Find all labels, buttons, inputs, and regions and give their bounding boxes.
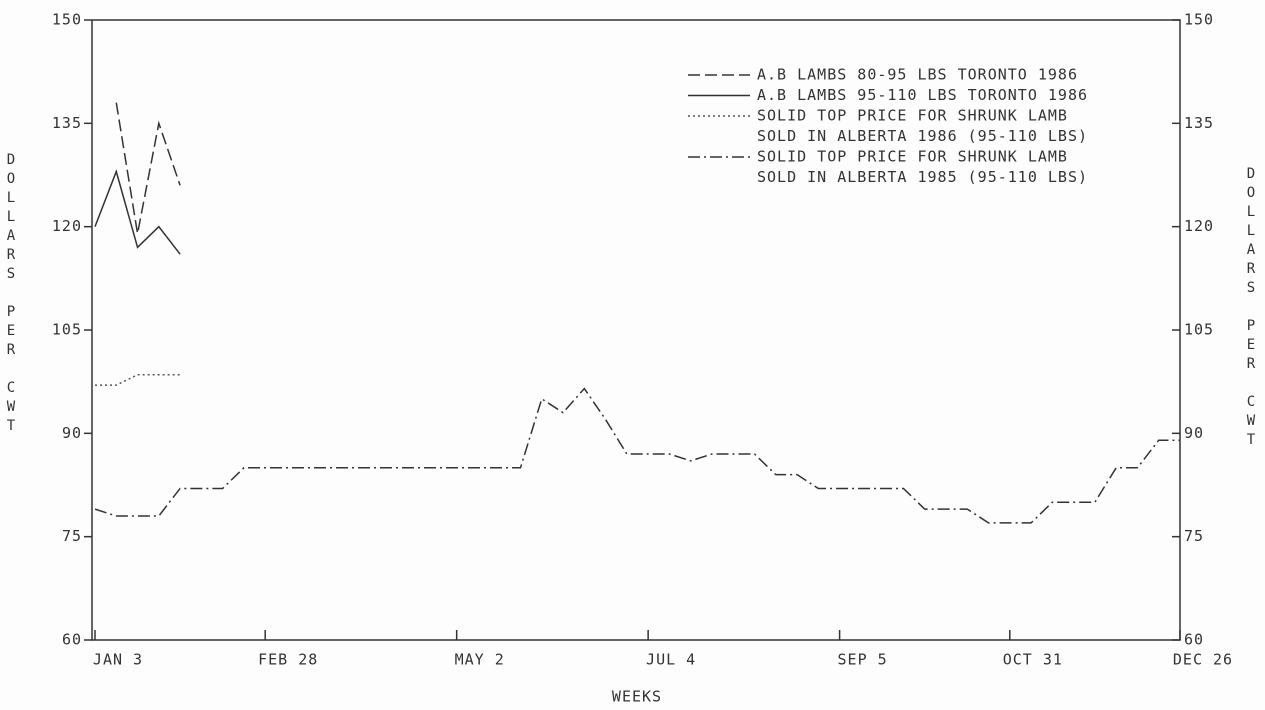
y-tick-label: 120 — [52, 217, 82, 235]
y2-tick-label: 150 — [1184, 11, 1214, 29]
series-line — [95, 374, 181, 386]
y2-axis-label: DOLLARS PER CWT — [1243, 166, 1259, 451]
series-line — [94, 387, 1180, 524]
y-tick-label: 150 — [52, 11, 82, 29]
y2-tick-label: 120 — [1184, 217, 1214, 235]
legend-label: SOLID TOP PRICE FOR SHRUNK LAMB — [757, 148, 1068, 166]
legend-label: SOLID TOP PRICE FOR SHRUNK LAMB — [757, 107, 1068, 125]
y2-tick-label: 60 — [1184, 631, 1204, 649]
x-tick-label: SEP 5 — [838, 651, 888, 669]
y2-tick-label: 105 — [1184, 321, 1214, 339]
y-tick-label: 60 — [62, 631, 82, 649]
legend-label: SOLD IN ALBERTA 1986 (95-110 LBS) — [757, 127, 1088, 145]
x-axis-label: WEEKS — [612, 688, 662, 706]
legend-label: A.B LAMBS 95-110 LBS TORONTO 1986 — [757, 86, 1088, 104]
x-tick-label: JUL 4 — [646, 651, 696, 669]
x-tick-label: JAN 3 — [93, 651, 143, 669]
y2-tick-label: 75 — [1184, 527, 1204, 545]
legend-label: SOLD IN ALBERTA 1985 (95-110 LBS) — [757, 168, 1088, 186]
y-tick-label: 135 — [52, 114, 82, 132]
x-tick-label: FEB 28 — [258, 651, 318, 669]
y-tick-label: 90 — [62, 424, 82, 442]
y2-tick-label: 90 — [1184, 424, 1204, 442]
y-tick-label: 105 — [52, 321, 82, 339]
x-tick-label: MAY 2 — [455, 651, 505, 669]
y-tick-label: 75 — [62, 527, 82, 545]
x-tick-label: DEC 26 — [1173, 651, 1233, 669]
legend-label: A.B LAMBS 80-95 LBS TORONTO 1986 — [757, 66, 1078, 84]
y-axis-label: DOLLARS PER CWT — [3, 152, 19, 437]
x-tick-label: OCT 31 — [1003, 651, 1063, 669]
series-line — [94, 169, 181, 255]
y2-tick-label: 135 — [1184, 114, 1214, 132]
series-line — [115, 102, 181, 234]
